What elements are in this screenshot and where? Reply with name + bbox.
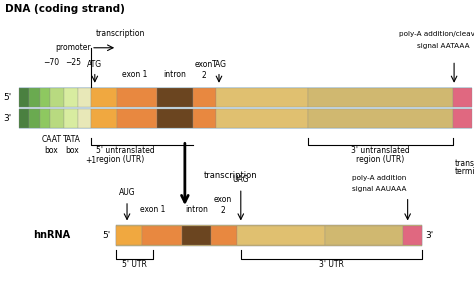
Text: 5' untranslated: 5' untranslated bbox=[96, 146, 155, 155]
Text: TAG: TAG bbox=[211, 60, 227, 69]
Text: 3': 3' bbox=[425, 231, 433, 240]
Text: signal AAUAAA: signal AAUAAA bbox=[352, 187, 406, 192]
Text: exon 1: exon 1 bbox=[122, 70, 148, 79]
Text: 5' UTR: 5' UTR bbox=[122, 260, 147, 269]
Bar bbox=[78, 109, 91, 128]
Bar bbox=[91, 109, 117, 128]
Bar bbox=[50, 109, 64, 128]
Text: AUG: AUG bbox=[118, 188, 136, 197]
Text: ATG: ATG bbox=[87, 60, 102, 69]
Bar bbox=[64, 88, 78, 107]
Bar bbox=[193, 109, 216, 128]
Bar bbox=[211, 226, 237, 245]
Text: 3' untranslated: 3' untranslated bbox=[351, 146, 410, 155]
Text: 3' UTR: 3' UTR bbox=[319, 260, 344, 269]
Bar bbox=[182, 226, 211, 245]
Bar bbox=[29, 88, 40, 107]
Bar bbox=[117, 88, 157, 107]
Text: −25: −25 bbox=[65, 58, 82, 67]
Text: poly-A addition: poly-A addition bbox=[352, 175, 406, 181]
Text: intron: intron bbox=[163, 70, 186, 79]
Text: exon: exon bbox=[195, 60, 213, 69]
Bar bbox=[64, 109, 78, 128]
Text: 3': 3' bbox=[473, 93, 474, 102]
Bar bbox=[40, 88, 50, 107]
Text: poly-A addition/cleavage: poly-A addition/cleavage bbox=[399, 31, 474, 37]
Bar bbox=[403, 226, 422, 245]
Bar bbox=[308, 109, 453, 128]
Text: UAG: UAG bbox=[233, 175, 249, 184]
Text: transcription: transcription bbox=[96, 29, 145, 38]
Text: 2: 2 bbox=[220, 206, 225, 215]
Bar bbox=[157, 88, 193, 107]
Bar bbox=[116, 225, 422, 246]
Text: intron: intron bbox=[185, 205, 208, 214]
Bar bbox=[237, 226, 325, 245]
Text: box: box bbox=[44, 146, 58, 155]
Text: CAAT: CAAT bbox=[41, 135, 61, 144]
Text: exon: exon bbox=[214, 195, 232, 204]
Text: 5': 5' bbox=[4, 93, 12, 102]
Bar bbox=[91, 88, 117, 107]
Text: hnRNA: hnRNA bbox=[34, 230, 71, 240]
Bar bbox=[116, 226, 142, 245]
Text: 5': 5' bbox=[473, 114, 474, 123]
Text: −70: −70 bbox=[43, 58, 59, 67]
Bar bbox=[19, 109, 29, 128]
Bar bbox=[40, 109, 50, 128]
Bar bbox=[50, 88, 64, 107]
Bar bbox=[19, 88, 29, 107]
Bar bbox=[308, 88, 453, 107]
Text: exon 1: exon 1 bbox=[140, 205, 165, 214]
Bar bbox=[29, 109, 40, 128]
Text: box: box bbox=[65, 146, 79, 155]
Text: 5': 5' bbox=[102, 231, 110, 240]
Bar bbox=[453, 88, 472, 107]
Bar bbox=[142, 226, 182, 245]
Text: transcription: transcription bbox=[455, 159, 474, 168]
Text: promoter: promoter bbox=[55, 43, 91, 52]
Bar bbox=[216, 109, 308, 128]
Bar bbox=[216, 88, 308, 107]
Bar bbox=[453, 109, 472, 128]
Text: signal AATAAA: signal AATAAA bbox=[417, 43, 470, 49]
Bar bbox=[117, 109, 157, 128]
Text: region (UTR): region (UTR) bbox=[96, 155, 144, 164]
Bar bbox=[193, 88, 216, 107]
Text: 2: 2 bbox=[201, 71, 206, 80]
Text: 3': 3' bbox=[4, 114, 12, 123]
Bar bbox=[78, 88, 91, 107]
Bar bbox=[19, 87, 472, 129]
Text: transcription: transcription bbox=[204, 171, 257, 180]
Text: TATA: TATA bbox=[63, 135, 81, 144]
Bar bbox=[157, 109, 193, 128]
Text: region (UTR): region (UTR) bbox=[356, 155, 404, 164]
Text: +1: +1 bbox=[85, 156, 97, 165]
Text: DNA (coding strand): DNA (coding strand) bbox=[5, 4, 125, 14]
Text: terminates: terminates bbox=[455, 167, 474, 176]
Bar bbox=[325, 226, 403, 245]
